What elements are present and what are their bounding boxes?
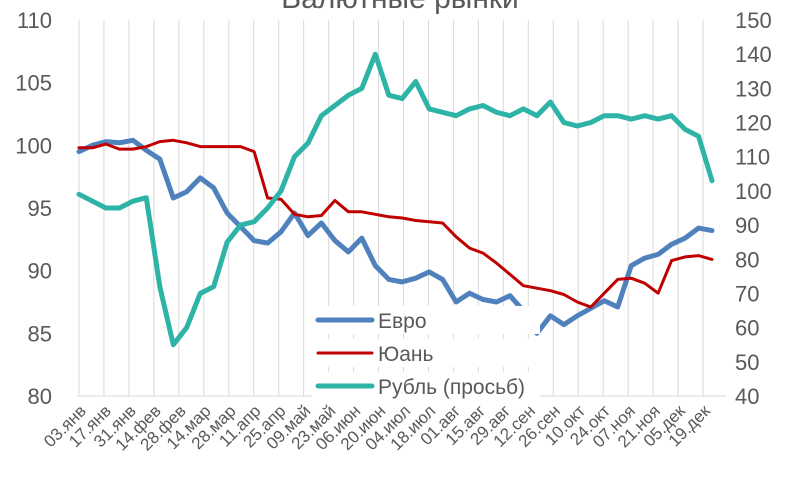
y-right-tick-label: 120 bbox=[735, 111, 772, 136]
y-left-tick-label: 110 bbox=[17, 8, 52, 33]
y-right-tick-label: 90 bbox=[735, 213, 759, 238]
y-left-tick-label: 100 bbox=[15, 133, 52, 158]
chart-title: Валютные рынки bbox=[281, 0, 519, 15]
y-right-tick-label: 140 bbox=[735, 42, 772, 67]
legend-label: Юань bbox=[378, 343, 433, 366]
y-right-tick-label: 80 bbox=[735, 247, 759, 272]
y-right-tick-label: 60 bbox=[735, 316, 759, 341]
y-right-tick-label: 40 bbox=[735, 384, 759, 409]
series-line bbox=[76, 51, 715, 348]
y-axis-right: 40 50 60 70 80 90 100 110 120 130 140 150 bbox=[735, 8, 772, 409]
series-line bbox=[76, 137, 715, 336]
y-left-tick-label: 95 bbox=[28, 196, 52, 221]
y-right-tick-label: 70 bbox=[735, 281, 759, 306]
y-right-tick-label: 110 bbox=[735, 145, 770, 170]
legend-label: Рубль (просьб) bbox=[378, 376, 525, 399]
series-lines bbox=[76, 51, 715, 348]
y-left-tick-label: 80 bbox=[28, 384, 52, 409]
legend-label: Евро bbox=[378, 310, 427, 333]
series-line bbox=[77, 138, 714, 309]
x-axis: 03.янв17.янв31.янв14.фев28.фев14.мар28.м… bbox=[40, 395, 726, 455]
y-axis-left: 80 85 90 95 100 105 110 bbox=[15, 8, 52, 409]
y-right-tick-label: 150 bbox=[735, 8, 772, 33]
y-right-tick-label: 130 bbox=[735, 76, 772, 101]
legend: Евро Юань Рубль (просьб) bbox=[312, 306, 540, 400]
y-left-tick-label: 90 bbox=[28, 259, 52, 284]
y-left-tick-label: 85 bbox=[28, 321, 52, 346]
y-right-tick-label: 50 bbox=[735, 350, 759, 375]
y-left-tick-label: 105 bbox=[15, 71, 52, 96]
y-right-tick-label: 100 bbox=[735, 179, 772, 204]
